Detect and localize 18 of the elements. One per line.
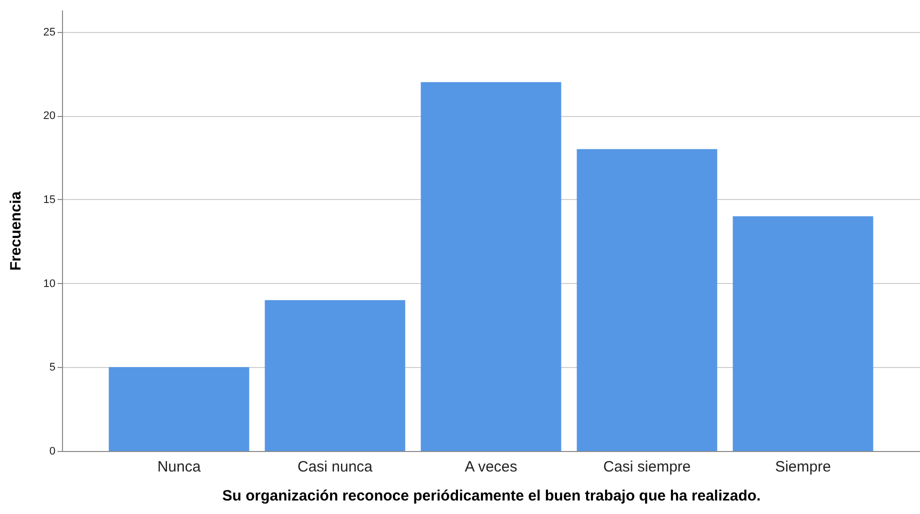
- bar: [264, 300, 406, 451]
- x-tick-label: Siempre: [775, 458, 831, 476]
- y-tick-label: 5: [49, 362, 56, 374]
- bar: [420, 82, 562, 451]
- bar: [576, 149, 718, 451]
- bar: [732, 216, 874, 451]
- x-tick-label: Nunca: [157, 458, 202, 476]
- y-axis-title: Frecuencia: [7, 190, 24, 271]
- bar: [108, 367, 250, 451]
- x-axis-title: Su organización reconoce periódicamente el buen trabajo que ha realizado.: [222, 488, 761, 504]
- y-tick-label: 15: [43, 194, 56, 206]
- x-tick-label: A veces: [464, 458, 518, 476]
- y-tick-label: 20: [43, 110, 56, 122]
- y-tick-label: 25: [43, 26, 56, 38]
- x-tick-label: Casi nunca: [297, 458, 374, 476]
- x-tick-label: Casi siempre: [603, 458, 691, 476]
- y-tick-label: 10: [43, 278, 56, 290]
- y-tick-label: 0: [49, 446, 56, 458]
